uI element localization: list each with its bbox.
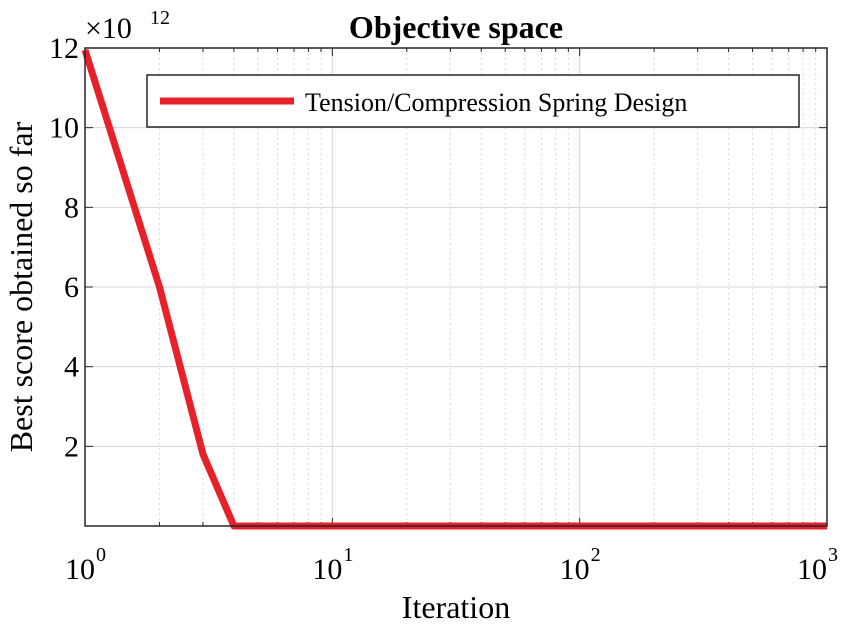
x-tick-labels: 10 0 10 1 10 2 10 3 <box>65 544 838 586</box>
x-tick-label-exponent: 1 <box>343 544 353 566</box>
legend: Tension/Compression Spring Design <box>146 74 800 128</box>
x-tick-label: 10 0 <box>65 544 106 586</box>
y-tick-label: 8 <box>64 191 79 224</box>
y-tick-label: 4 <box>64 351 79 384</box>
x-tick-label-base: 10 <box>560 553 590 586</box>
chart-title: Objective space <box>349 9 563 45</box>
y-tick-labels: 2 4 6 8 10 12 <box>49 32 79 463</box>
x-tick-label-exponent: 0 <box>96 544 106 566</box>
plot-frame <box>84 47 828 527</box>
y-tick-label: 2 <box>64 430 79 463</box>
x-tick-label-exponent: 2 <box>591 544 601 566</box>
x-tick-label-base: 10 <box>797 553 827 586</box>
x-tick-label: 10 2 <box>560 544 601 586</box>
y-multiplier-base: ×10 <box>85 12 132 45</box>
x-tick-label-base: 10 <box>312 553 342 586</box>
y-tick-label: 10 <box>49 112 79 145</box>
x-axis-label: Iteration <box>402 589 510 625</box>
y-axis-label: Best score obtained so far <box>3 121 39 452</box>
y-multiplier-exponent: 12 <box>150 7 170 29</box>
legend-entry-label: Tension/Compression Spring Design <box>305 88 687 117</box>
y-tick-label: 12 <box>49 32 79 65</box>
y-multiplier: ×10 12 <box>85 7 170 45</box>
y-tick-label: 6 <box>64 271 79 304</box>
x-tick-label: 10 3 <box>797 544 838 586</box>
x-tick-label: 10 1 <box>312 544 353 586</box>
x-tick-label-exponent: 3 <box>828 544 838 566</box>
x-tick-label-base: 10 <box>65 553 95 586</box>
